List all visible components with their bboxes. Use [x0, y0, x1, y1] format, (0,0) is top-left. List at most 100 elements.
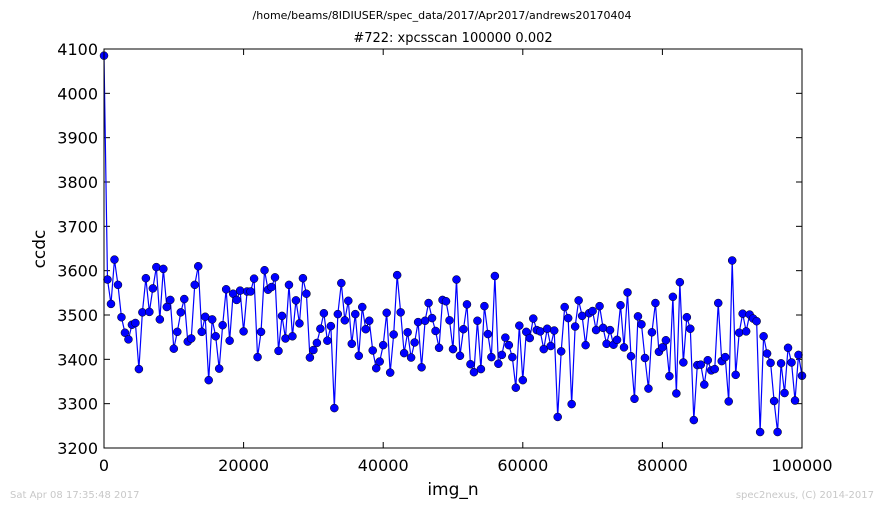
data-point	[124, 335, 133, 344]
x-tick-label: 100000	[771, 456, 832, 475]
data-point	[277, 311, 287, 321]
data-point	[371, 363, 381, 373]
data-point	[427, 313, 437, 323]
data-point	[406, 353, 416, 362]
data-point	[647, 328, 657, 337]
data-point	[270, 273, 280, 282]
data-point	[703, 355, 713, 365]
data-point	[480, 301, 489, 311]
data-point	[769, 396, 779, 406]
x-tick-label: 20000	[218, 456, 269, 475]
series-line	[103, 55, 803, 433]
data-point	[159, 264, 168, 274]
x-tick-label: 60000	[497, 456, 548, 475]
y-tick-label: 3700	[57, 217, 98, 236]
chart-suptitle: /home/beams/8IDIUSER/spec_data/2017/Apr2…	[253, 9, 632, 22]
data-point	[542, 324, 552, 333]
data-point	[473, 316, 482, 326]
data-point	[180, 294, 189, 304]
data-point	[605, 325, 615, 335]
data-point	[225, 336, 234, 345]
data-point	[713, 298, 723, 308]
data-point	[776, 359, 786, 368]
data-point	[103, 275, 112, 284]
plot-frame	[103, 48, 803, 449]
data-point	[110, 255, 119, 264]
data-point	[546, 341, 555, 351]
data-point	[305, 353, 315, 362]
y-tick-label: 3800	[57, 173, 98, 192]
data-point	[351, 309, 360, 319]
data-point	[682, 312, 692, 322]
data-point	[452, 275, 461, 284]
data-point	[570, 322, 580, 331]
data-point	[790, 396, 800, 405]
data-point	[567, 399, 576, 409]
data-point	[211, 332, 220, 341]
data-point	[316, 324, 325, 333]
data-point	[651, 298, 660, 308]
data-point	[291, 296, 301, 305]
data-point	[256, 327, 266, 337]
data-point	[187, 334, 196, 343]
y-tick-label: 4100	[57, 40, 98, 59]
data-point	[588, 306, 597, 316]
data-point	[378, 340, 388, 350]
data-point	[623, 288, 632, 297]
data-point	[483, 329, 493, 339]
data-point	[661, 336, 671, 345]
data-point	[494, 359, 503, 369]
data-point	[497, 350, 507, 360]
data-point	[462, 300, 472, 309]
data-point	[619, 343, 629, 352]
data-point	[448, 344, 458, 354]
data-point	[734, 328, 744, 337]
data-point	[445, 316, 454, 325]
data-point	[152, 262, 161, 272]
data-point	[556, 347, 566, 356]
data-point	[274, 346, 283, 356]
data-point	[727, 256, 737, 265]
data-point	[162, 302, 172, 312]
data-point	[679, 358, 688, 367]
data-point	[323, 336, 332, 345]
data-point	[330, 403, 339, 413]
data-point	[396, 308, 405, 317]
data-point	[235, 286, 245, 295]
data-point	[145, 307, 154, 317]
data-point	[696, 360, 706, 369]
data-point	[392, 270, 402, 280]
data-point	[689, 415, 699, 425]
data-point	[644, 384, 653, 393]
data-point	[752, 316, 761, 326]
data-point	[640, 353, 650, 363]
data-point	[434, 343, 444, 353]
footer-credit: spec2nexus, (C) 2014-2017	[736, 490, 874, 501]
data-point	[612, 335, 622, 345]
data-point	[288, 332, 297, 341]
data-point	[260, 265, 269, 275]
data-point	[738, 309, 747, 318]
data-point	[267, 282, 276, 292]
data-point	[176, 308, 186, 317]
data-point	[382, 308, 391, 318]
data-point	[166, 295, 175, 305]
data-point	[658, 343, 667, 352]
data-point	[214, 364, 224, 373]
data-point	[501, 333, 510, 342]
data-point	[759, 332, 768, 341]
data-point	[602, 339, 611, 349]
data-point	[368, 346, 377, 355]
data-point	[221, 285, 231, 294]
data-point	[106, 299, 116, 309]
data-point	[173, 327, 182, 337]
data-point	[773, 427, 782, 437]
data-point	[169, 344, 179, 353]
data-point	[385, 368, 395, 377]
data-point	[787, 358, 796, 367]
data-point	[549, 326, 559, 335]
data-point	[389, 330, 398, 339]
data-point	[686, 324, 695, 333]
data-point	[134, 364, 144, 374]
